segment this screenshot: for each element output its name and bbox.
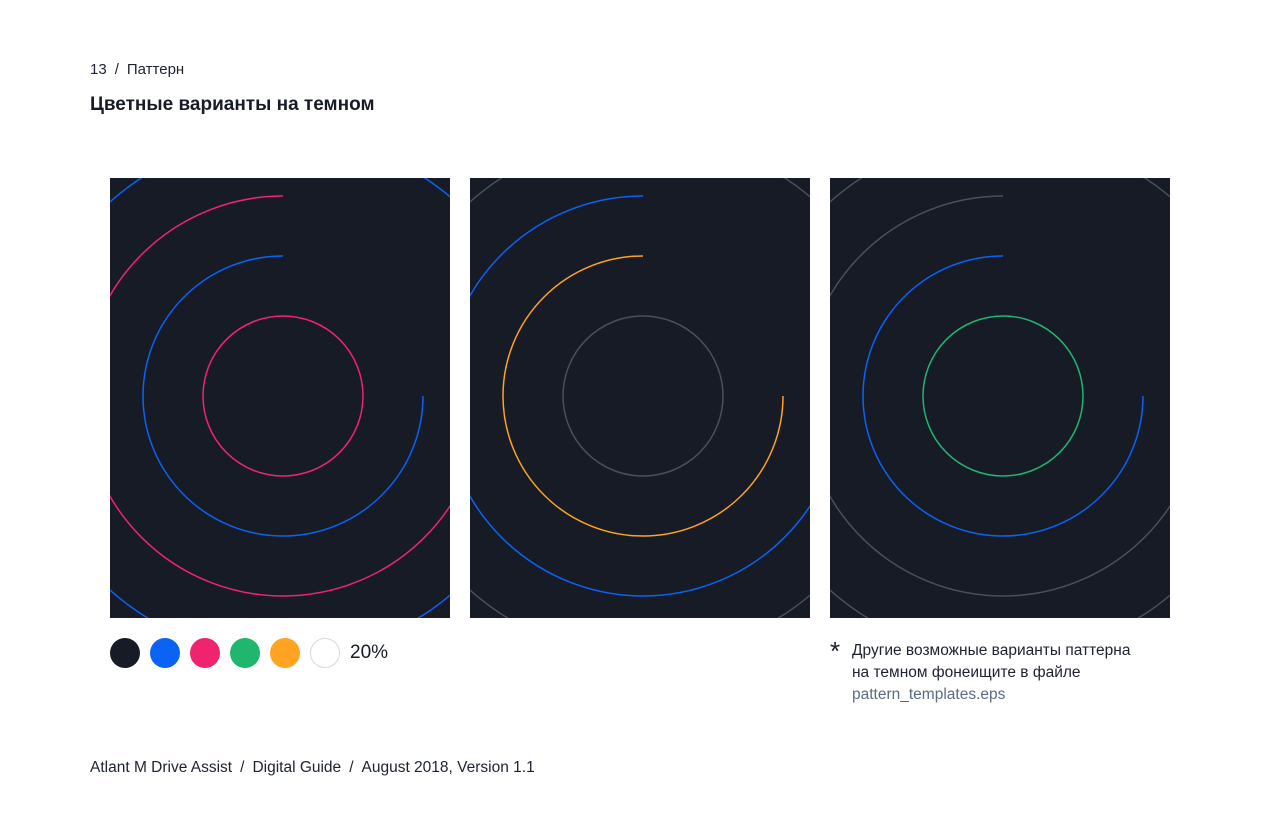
swatch-blue [150, 638, 180, 668]
middle-arc [862, 255, 1144, 537]
footer-separator: / [349, 759, 354, 776]
opacity-label: 20% [350, 642, 389, 663]
inner-ring [562, 315, 724, 477]
color-palette: 20% [110, 638, 388, 668]
footer-version: August 2018, Version 1.1 [361, 759, 535, 776]
page-title: Цветные варианты на темном [90, 94, 375, 115]
pattern-panel-pink-blue [110, 178, 450, 618]
footer-brand: Atlant M Drive Assist [90, 759, 233, 776]
footer-doc: Digital Guide [252, 759, 342, 776]
outer-arc [830, 195, 1170, 597]
outer-arc [110, 195, 450, 597]
breadcrumb: 13 / Паттерн [90, 61, 184, 78]
edge-arc [830, 178, 1170, 618]
outer-arc [470, 195, 810, 597]
page-number: 13 [90, 61, 107, 78]
footnote-text: Другие возможные варианты паттерна на те… [852, 640, 1132, 706]
edge-arc [470, 178, 810, 618]
swatch-white [310, 638, 340, 668]
file-link[interactable]: pattern_templates.eps [852, 686, 1006, 703]
swatch-orange [270, 638, 300, 668]
middle-arc [142, 255, 424, 537]
swatch-green [230, 638, 260, 668]
middle-arc [502, 255, 784, 537]
pattern-svg [830, 178, 1170, 618]
footnote-body: Другие возможные варианты паттерна на те… [852, 642, 1131, 681]
swatch-pink [190, 638, 220, 668]
pattern-svg [470, 178, 810, 618]
pattern-svg [110, 178, 450, 618]
breadcrumb-section: Паттерн [126, 61, 185, 78]
footer-separator: / [240, 759, 245, 776]
page-footer: Atlant M Drive Assist / Digital Guide / Augu… [90, 759, 535, 777]
breadcrumb-separator: / [114, 61, 119, 78]
pattern-panel-gray-orange-blue [470, 178, 810, 618]
inner-ring [922, 315, 1084, 477]
asterisk-icon: * [830, 636, 841, 666]
pattern-panel-green-blue-gray [830, 178, 1170, 618]
inner-ring [202, 315, 364, 477]
edge-arc [110, 178, 450, 618]
swatch-dark [110, 638, 140, 668]
